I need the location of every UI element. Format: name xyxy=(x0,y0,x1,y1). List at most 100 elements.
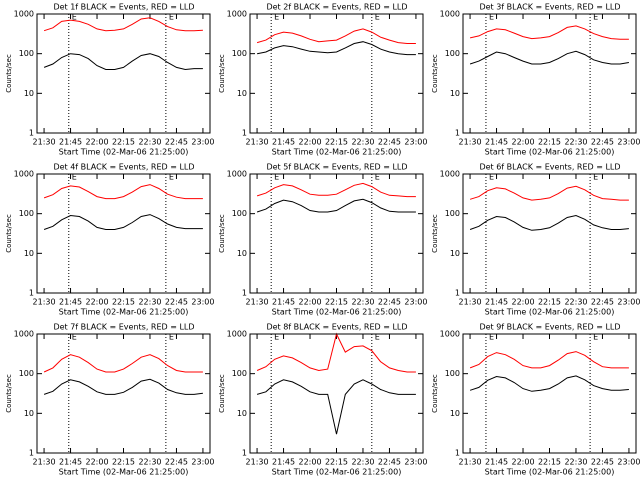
marker-label: E xyxy=(72,173,77,182)
y-tick-label: 1000 xyxy=(227,170,247,179)
x-tick-label: 22:00 xyxy=(298,138,321,147)
x-tick-label: 21:45 xyxy=(485,138,508,147)
y-tick-label: 1000 xyxy=(14,10,34,19)
data-line xyxy=(43,53,203,71)
y-axis-label: Counts/sec xyxy=(218,214,226,253)
data-line xyxy=(469,351,629,369)
marker-label: E xyxy=(274,173,279,182)
y-tick-label: 10 xyxy=(237,89,247,98)
x-tick-label: 22:30 xyxy=(351,298,374,307)
y-tick-label: 100 xyxy=(19,209,34,218)
marker-label: E xyxy=(593,13,598,22)
plot-frame xyxy=(462,333,637,454)
x-tick-label: 21:45 xyxy=(59,138,82,147)
x-tick-label: 21:30 xyxy=(459,458,482,467)
x-tick-label: 22:00 xyxy=(511,298,534,307)
x-tick-label: 22:30 xyxy=(138,458,161,467)
x-tick-label: 22:15 xyxy=(538,458,561,467)
x-tick-label: 22:30 xyxy=(138,138,161,147)
y-tick-label: 10 xyxy=(450,249,460,258)
data-line xyxy=(257,41,416,56)
panel-title: Det 4f BLACK = Events, RED = LLD xyxy=(53,163,194,172)
x-tick-label: 21:30 xyxy=(459,298,482,307)
y-tick-label: 10 xyxy=(24,249,34,258)
data-line xyxy=(256,28,416,44)
x-tick-label: 22:30 xyxy=(351,138,374,147)
marker-label: E xyxy=(489,333,494,342)
x-tick-label: 22:15 xyxy=(538,138,561,147)
y-axis-label: Counts/sec xyxy=(431,214,439,253)
x-tick-label: 22:00 xyxy=(298,458,321,467)
y-axis-label: Counts/sec xyxy=(218,374,226,413)
x-tick-label: 22:15 xyxy=(112,138,135,147)
plot-frame xyxy=(249,333,424,454)
plot-frame xyxy=(36,13,211,134)
x-tick-label: 21:30 xyxy=(33,298,56,307)
marker-label: E xyxy=(72,13,77,22)
y-tick-label: 1000 xyxy=(440,170,460,179)
plot-frame xyxy=(36,173,211,294)
y-tick-label: 1000 xyxy=(14,330,34,339)
y-tick-label: 10 xyxy=(450,409,460,418)
x-tick-label: 21:45 xyxy=(59,458,82,467)
panel-title: Det 8f BLACK = Events, RED = LLD xyxy=(266,323,407,332)
x-tick-label: 21:45 xyxy=(272,458,295,467)
x-tick-label: 22:30 xyxy=(351,458,374,467)
marker-label: E xyxy=(375,173,380,182)
x-tick-label: 22:15 xyxy=(325,298,348,307)
panel-title: Det 5f BLACK = Events, RED = LLD xyxy=(266,163,407,172)
y-axis-label: Counts/sec xyxy=(218,54,226,93)
x-tick-label: 22:00 xyxy=(85,138,108,147)
x-axis-label: Start Time (02-Mar-06 21:25:00) xyxy=(59,308,189,317)
y-tick-label: 1 xyxy=(29,449,34,458)
plot-frame xyxy=(462,13,637,134)
x-tick-label: 21:30 xyxy=(33,458,56,467)
x-tick-label: 23:00 xyxy=(191,138,214,147)
y-tick-label: 10 xyxy=(237,249,247,258)
x-axis-label: Start Time (02-Mar-06 21:25:00) xyxy=(485,148,615,157)
marker-label: E xyxy=(169,333,174,342)
x-tick-label: 22:00 xyxy=(85,458,108,467)
x-tick-label: 22:45 xyxy=(591,458,614,467)
x-tick-label: 22:30 xyxy=(564,298,587,307)
y-tick-label: 1 xyxy=(455,129,460,138)
x-tick-label: 22:45 xyxy=(378,458,401,467)
x-tick-label: 22:30 xyxy=(138,298,161,307)
y-tick-label: 10 xyxy=(450,89,460,98)
y-axis-label: Counts/sec xyxy=(431,374,439,413)
x-tick-label: 22:15 xyxy=(325,138,348,147)
x-tick-label: 21:30 xyxy=(246,298,269,307)
y-tick-label: 100 xyxy=(445,369,460,378)
x-tick-label: 22:45 xyxy=(165,298,188,307)
y-tick-label: 1 xyxy=(455,449,460,458)
y-tick-label: 100 xyxy=(232,209,247,218)
x-tick-label: 21:30 xyxy=(33,138,56,147)
plot-frame xyxy=(36,333,211,454)
x-tick-label: 22:00 xyxy=(85,298,108,307)
x-tick-label: 22:45 xyxy=(378,138,401,147)
y-axis-label: Counts/sec xyxy=(5,54,13,93)
x-tick-label: 23:00 xyxy=(617,458,640,467)
x-tick-label: 22:45 xyxy=(378,298,401,307)
y-axis-label: Counts/sec xyxy=(431,54,439,93)
y-tick-label: 1000 xyxy=(14,170,34,179)
panel-title: Det 7f BLACK = Events, RED = LLD xyxy=(53,323,194,332)
y-tick-label: 100 xyxy=(19,369,34,378)
marker-label: E xyxy=(72,333,77,342)
data-line xyxy=(43,17,203,32)
y-tick-label: 1000 xyxy=(227,10,247,19)
x-tick-label: 22:45 xyxy=(591,298,614,307)
x-tick-label: 22:15 xyxy=(538,298,561,307)
x-axis-label: Start Time (02-Mar-06 21:25:00) xyxy=(485,468,615,477)
data-line xyxy=(43,214,203,230)
x-tick-label: 23:00 xyxy=(617,298,640,307)
y-axis-label: Counts/sec xyxy=(5,214,13,253)
x-tick-label: 22:00 xyxy=(298,298,321,307)
x-tick-label: 22:15 xyxy=(112,298,135,307)
panel-title: Det 6f BLACK = Events, RED = LLD xyxy=(479,163,620,172)
y-tick-label: 1 xyxy=(242,449,247,458)
plot-frame xyxy=(462,173,637,294)
x-tick-label: 21:45 xyxy=(272,138,295,147)
